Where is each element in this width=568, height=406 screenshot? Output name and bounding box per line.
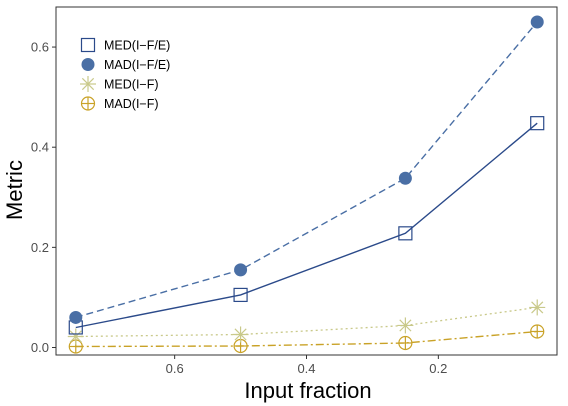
- data-point-0-2: [398, 226, 413, 241]
- data-point-3-3: [530, 324, 545, 339]
- series-line-1: [75, 21, 538, 319]
- legend-key-2: [80, 76, 96, 92]
- legend-label-2: MED(I−F): [104, 78, 159, 92]
- legend: MED(I−F/E) MAD(I−F/E) MED(I−F) MAD(I−F): [80, 37, 170, 111]
- y-tick-label: 0.6: [31, 40, 49, 55]
- data-point-0-1: [233, 287, 248, 303]
- marker-circle: [69, 310, 83, 324]
- data-point-2-0: [67, 328, 84, 345]
- plot-layer: 0.0 0.2 0.4 0.6 0.6 0.4 0.2: [31, 6, 558, 376]
- data-point-1-3: [530, 15, 544, 29]
- data-point-1-0: [69, 310, 83, 324]
- y-axis-title: Metric: [2, 160, 27, 220]
- marker-square: [530, 116, 545, 131]
- marker-circle: [234, 263, 248, 277]
- legend-label-1: MAD(I−F/E): [104, 58, 170, 72]
- legend-key-0: [80, 37, 96, 53]
- x-axis-title: Input fraction: [244, 378, 371, 403]
- marker-circle: [398, 171, 412, 185]
- series-line-0: [75, 122, 538, 329]
- legend-label-0: MED(I−F/E): [104, 39, 170, 53]
- marker-square: [398, 226, 413, 241]
- y-tick-label: 0.4: [31, 140, 49, 155]
- marker-asterisk-stroke: [81, 77, 95, 91]
- marker-square: [80, 37, 96, 53]
- legend-key-1: [81, 58, 95, 71]
- data-point-3-2: [398, 335, 413, 351]
- marker-asterisk-stroke: [399, 319, 412, 332]
- marker-square: [233, 287, 248, 303]
- x-tick-label: 0.6: [166, 361, 184, 376]
- marker-asterisk-stroke: [531, 301, 544, 314]
- marker-circle: [530, 15, 544, 29]
- series-line-2: [75, 306, 538, 338]
- data-point-1-1: [234, 263, 248, 277]
- x-tick-label: 0.4: [297, 361, 315, 376]
- y-tick-label: 0.0: [31, 340, 49, 355]
- data-point-1-2: [398, 171, 412, 185]
- legend-label-3: MAD(I−F): [104, 97, 159, 111]
- y-tick-label: 0.2: [31, 240, 49, 255]
- marker-circle: [81, 58, 95, 71]
- series-line-3: [75, 330, 538, 348]
- data-point-2-3: [529, 299, 546, 316]
- data-point-2-1: [232, 326, 249, 343]
- marker-asterisk-stroke: [69, 330, 82, 343]
- legend-key-3: [80, 96, 96, 111]
- data-point-2-2: [397, 317, 414, 334]
- marker-asterisk-stroke: [234, 328, 247, 341]
- x-tick-label: 0.2: [429, 361, 447, 376]
- data-point-0-3: [530, 116, 545, 131]
